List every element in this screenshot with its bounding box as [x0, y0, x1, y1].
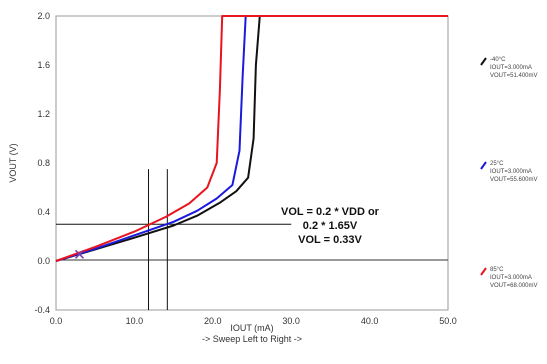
x-tick-label: 10.0 [126, 316, 144, 326]
legend-entry-text: VOUT=55.600mV [490, 177, 538, 183]
y-tick-label: 0.0 [37, 256, 50, 266]
annotation-line-3: VOL = 0.33V [298, 234, 362, 246]
series-line [55, 15, 448, 262]
series-line [55, 15, 247, 262]
y-tick-label: 2.0 [37, 11, 50, 21]
cursor-marker[interactable] [74, 249, 85, 259]
series-line [55, 15, 261, 262]
legend-entry-text: 25°C [490, 161, 504, 167]
annotation-line-1: VOL = 0.2 * VDD or [281, 206, 380, 218]
x-tick-labels: 0.0 10.0 20.0 30.0 40.0 50.0 [50, 316, 457, 326]
legend-entry-text: VOUT=51.400mV [490, 73, 538, 79]
x-tick-label: 50.0 [439, 316, 457, 326]
legend: -40°C IOUT=3.000mA VOUT=51.400mV 25°C IOUT=3… [480, 57, 538, 289]
legend-entry-text: VOUT=68.000mV [490, 283, 538, 289]
legend-entry-text: IOUT=3.000mA [490, 65, 532, 71]
y-tick-label: 0.8 [37, 158, 50, 168]
x-tick-label: 20.0 [204, 316, 222, 326]
legend-entry-text: IOUT=3.000mA [490, 169, 532, 175]
plot-frame [55, 15, 449, 311]
series-layer [55, 15, 448, 262]
legend-entry-text: IOUT=3.000mA [490, 275, 532, 281]
y-tick-label: -0.4 [34, 305, 50, 315]
y-tick-label: 1.6 [37, 60, 50, 70]
x-axis-label: IOUT (mA) [230, 323, 273, 333]
legend-swatch [480, 57, 487, 66]
x-tick-label: 40.0 [361, 316, 379, 326]
legend-entry-text: -40°C [490, 57, 506, 63]
y-tick-label: 0.4 [37, 207, 50, 217]
legend-swatch [480, 267, 487, 276]
legend-entry-text: 85°C [490, 267, 504, 273]
x-axis-sublabel: -> Sweep Left to Right -> [202, 334, 302, 344]
y-axis-label: VOUT (V) [8, 143, 18, 182]
y-tick-labels: -0.4 0.0 0.4 0.8 1.2 1.6 2.0 [34, 11, 50, 315]
y-tick-label: 1.2 [37, 109, 50, 119]
x-tick-label: 30.0 [282, 316, 300, 326]
legend-swatch [480, 161, 487, 170]
x-tick-label: 0.0 [50, 316, 63, 326]
cursor-stroke [74, 249, 85, 259]
annotation-line-2: 0.2 * 1.65V [303, 220, 358, 232]
